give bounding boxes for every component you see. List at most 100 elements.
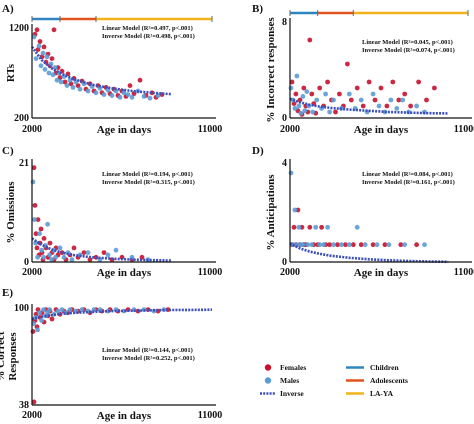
male-point bbox=[331, 97, 336, 103]
female-point bbox=[31, 399, 37, 405]
male-point bbox=[105, 252, 111, 258]
female-point bbox=[127, 83, 133, 88]
male-point bbox=[314, 97, 320, 103]
male-point bbox=[59, 307, 65, 312]
female-point bbox=[333, 109, 338, 115]
x-axis-label: Age in days bbox=[97, 267, 152, 279]
female-point bbox=[366, 79, 372, 85]
panel-letter: D) bbox=[252, 145, 264, 157]
legend-marker-females bbox=[264, 364, 272, 371]
female-point bbox=[354, 85, 360, 91]
female-point bbox=[293, 91, 299, 97]
female-point bbox=[68, 81, 74, 87]
male-point bbox=[376, 103, 382, 109]
female-point bbox=[119, 254, 125, 260]
y-tick-label: 8 bbox=[282, 17, 287, 28]
model-statistics: Inverse Model (R²=0.161, p<.001) bbox=[362, 179, 455, 186]
male-point bbox=[292, 106, 298, 111]
male-point bbox=[77, 86, 83, 92]
female-point bbox=[49, 316, 55, 322]
male-point bbox=[35, 254, 40, 260]
male-point bbox=[42, 67, 48, 72]
y-axis-label: % Omissions bbox=[5, 181, 17, 244]
male-point bbox=[422, 242, 427, 248]
female-point bbox=[432, 85, 437, 91]
legend-label-children: Children bbox=[370, 363, 399, 372]
panel-d: D) 2000 11000 4 0 Age in days % Anticipations L… bbox=[252, 145, 474, 279]
x-tick-label: 11000 bbox=[454, 124, 474, 135]
male-point bbox=[50, 72, 56, 78]
male-point bbox=[346, 91, 352, 97]
male-point bbox=[30, 179, 36, 185]
male-point bbox=[93, 90, 99, 96]
male-point bbox=[40, 50, 46, 56]
male-point bbox=[317, 242, 323, 248]
model-statistics: Inverse Model (R²=0.252, p<.001) bbox=[102, 355, 195, 362]
x-tick-label: 2000 bbox=[22, 124, 42, 135]
male-point bbox=[125, 92, 131, 97]
x-tick-label: 2000 bbox=[280, 124, 300, 135]
female-point bbox=[370, 242, 376, 248]
female-point bbox=[137, 77, 143, 83]
female-point bbox=[384, 103, 390, 109]
female-point bbox=[37, 39, 43, 44]
female-point bbox=[358, 242, 364, 248]
male-point bbox=[47, 252, 52, 258]
male-point bbox=[298, 110, 304, 116]
female-point bbox=[319, 224, 324, 230]
female-point bbox=[38, 226, 44, 232]
female-point bbox=[402, 91, 408, 97]
inverse-fit-line bbox=[289, 242, 449, 264]
female-point bbox=[396, 97, 402, 103]
male-point bbox=[67, 307, 73, 312]
male-point bbox=[65, 250, 71, 256]
male-point bbox=[113, 247, 119, 253]
female-point bbox=[317, 85, 323, 91]
male-point bbox=[288, 85, 294, 91]
female-point bbox=[301, 85, 307, 91]
x-tick-label: 11000 bbox=[198, 267, 222, 278]
x-axis-label: Age in days bbox=[354, 124, 409, 136]
male-point bbox=[33, 56, 39, 61]
female-point bbox=[87, 257, 93, 262]
male-point bbox=[85, 88, 91, 94]
female-point bbox=[307, 37, 313, 43]
female-point bbox=[345, 61, 350, 67]
legend-marker-males bbox=[264, 377, 272, 384]
female-point bbox=[360, 103, 366, 109]
legend-label-la-ya: LA-YA bbox=[370, 389, 394, 398]
male-point bbox=[304, 89, 310, 94]
male-point bbox=[309, 242, 315, 248]
female-point bbox=[327, 242, 332, 248]
male-point bbox=[49, 257, 54, 262]
female-point bbox=[47, 240, 53, 246]
female-point bbox=[101, 250, 107, 256]
female-point bbox=[343, 242, 348, 248]
y-tick-label: 200 bbox=[14, 113, 29, 124]
female-point bbox=[350, 242, 356, 248]
y-tick-label: 21 bbox=[19, 158, 29, 169]
female-point bbox=[81, 250, 87, 256]
female-point bbox=[291, 101, 297, 106]
male-point bbox=[39, 318, 44, 323]
male-point bbox=[370, 91, 376, 97]
female-point bbox=[34, 245, 40, 251]
male-point bbox=[129, 94, 135, 100]
female-point bbox=[71, 245, 77, 251]
female-point bbox=[416, 79, 421, 85]
female-point bbox=[408, 103, 413, 109]
panel-e: E) 2000 11000 100 38 Age in days % CorrectResp… bbox=[0, 287, 222, 422]
panel-letter: A) bbox=[2, 3, 14, 15]
x-axis-label: Age in days bbox=[97, 124, 152, 136]
female-point bbox=[32, 203, 38, 208]
female-point bbox=[51, 27, 57, 33]
legend-label-inverse: Inverse bbox=[280, 389, 304, 398]
male-point bbox=[374, 242, 380, 248]
female-point bbox=[139, 254, 145, 260]
male-point bbox=[117, 94, 123, 100]
model-statistics: Linear Model (R²=0.045, p<.001) bbox=[362, 39, 453, 46]
male-point bbox=[36, 43, 42, 49]
male-point bbox=[41, 254, 46, 260]
female-point bbox=[382, 242, 388, 248]
male-point bbox=[300, 242, 306, 248]
